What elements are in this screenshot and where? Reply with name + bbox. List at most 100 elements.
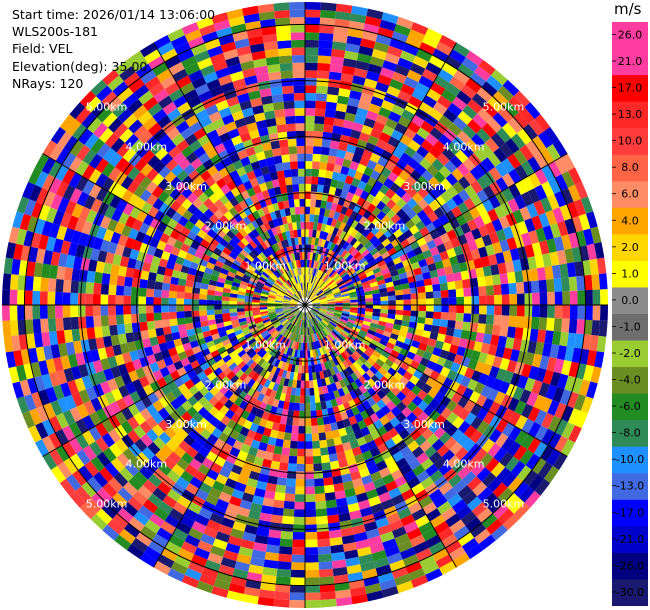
colorbar-swatch — [612, 499, 648, 527]
velocity-gate — [240, 280, 249, 287]
velocity-gate — [293, 310, 300, 316]
velocity-gate — [328, 209, 336, 219]
velocity-gate — [72, 469, 88, 487]
velocity-gate — [428, 398, 440, 410]
velocity-gate — [252, 331, 261, 338]
velocity-gate — [226, 370, 236, 380]
velocity-gate — [574, 333, 584, 349]
velocity-gate — [435, 554, 453, 569]
velocity-gate — [446, 229, 458, 241]
velocity-gate — [70, 230, 82, 245]
velocity-gate — [308, 236, 313, 245]
velocity-gate — [279, 392, 287, 402]
velocity-gate — [321, 247, 327, 256]
velocity-gate — [256, 235, 264, 244]
velocity-gate — [65, 254, 76, 269]
colorbar-swatch — [612, 552, 648, 580]
velocity-gate — [363, 240, 373, 250]
velocity-gate — [247, 231, 256, 241]
velocity-gate — [445, 513, 461, 528]
velocity-gate — [283, 308, 291, 312]
velocity-gate — [422, 501, 437, 515]
velocity-gate — [341, 65, 356, 76]
velocity-gate — [294, 310, 301, 317]
velocity-gate — [452, 181, 465, 194]
velocity-gate — [212, 118, 225, 130]
velocity-gate — [300, 342, 303, 351]
velocity-gate — [487, 152, 502, 167]
velocity-gate — [234, 85, 249, 97]
velocity-gate — [318, 32, 334, 42]
velocity-gate — [314, 115, 325, 125]
velocity-gate — [283, 296, 291, 301]
velocity-gate — [521, 160, 535, 177]
velocity-gate — [380, 224, 390, 234]
velocity-gate — [121, 407, 134, 421]
velocity-gate — [240, 190, 250, 200]
velocity-gate — [149, 217, 161, 230]
velocity-gate — [220, 224, 230, 234]
velocity-gate — [40, 277, 49, 292]
velocity-gate — [534, 168, 548, 185]
velocity-gate — [305, 289, 307, 298]
velocity-gate — [63, 367, 75, 383]
velocity-gate — [566, 332, 577, 348]
velocity-gate — [326, 384, 334, 393]
velocity-gate — [305, 433, 313, 442]
velocity-gate — [102, 482, 118, 498]
velocity-gate — [287, 363, 293, 372]
velocity-gate — [128, 370, 139, 382]
velocity-gate — [237, 311, 246, 316]
velocity-gate — [200, 64, 216, 77]
velocity-gate — [325, 344, 332, 353]
velocity-gate — [204, 218, 215, 229]
velocity-gate — [38, 234, 49, 250]
velocity-gate — [181, 22, 200, 36]
velocity-gate — [224, 324, 233, 331]
velocity-gate — [167, 28, 185, 42]
velocity-gate — [547, 432, 562, 449]
velocity-gate — [295, 268, 299, 276]
velocity-gate — [475, 332, 485, 343]
velocity-gate — [305, 198, 311, 207]
velocity-gate — [177, 383, 189, 394]
velocity-gate — [270, 86, 283, 96]
velocity-gate — [325, 266, 332, 275]
velocity-gate — [340, 434, 350, 444]
velocity-gate — [325, 201, 333, 210]
velocity-gate — [296, 311, 301, 318]
velocity-gate — [277, 201, 285, 210]
velocity-gate — [236, 433, 247, 444]
velocity-gate — [219, 194, 230, 205]
velocity-gate — [271, 374, 278, 383]
velocity-gate — [329, 321, 337, 328]
velocity-gate — [524, 102, 541, 120]
velocity-gate — [449, 155, 463, 169]
velocity-gate — [348, 184, 358, 195]
velocity-gate — [425, 291, 434, 299]
velocity-gate — [25, 275, 34, 291]
velocity-gate — [374, 332, 383, 339]
velocity-gate — [295, 334, 299, 342]
velocity-gate — [138, 287, 147, 297]
velocity-gate — [78, 363, 89, 378]
velocity-gate — [460, 511, 477, 526]
velocity-gate — [484, 375, 496, 389]
velocity-gate — [234, 561, 250, 572]
velocity-gate — [539, 292, 548, 305]
velocity-gate — [111, 388, 123, 402]
velocity-gate — [457, 364, 468, 376]
velocity-gate — [348, 136, 359, 147]
velocity-gate — [266, 325, 275, 332]
velocity-gate — [246, 413, 256, 423]
velocity-gate — [432, 347, 442, 357]
velocity-gate — [487, 443, 502, 458]
velocity-gate — [261, 411, 270, 421]
velocity-gate — [372, 121, 386, 132]
velocity-gate — [238, 209, 248, 220]
velocity-gate — [583, 319, 593, 336]
colorbar-swatch — [612, 420, 648, 448]
velocity-gate — [326, 368, 333, 377]
velocity-gate — [308, 319, 312, 327]
